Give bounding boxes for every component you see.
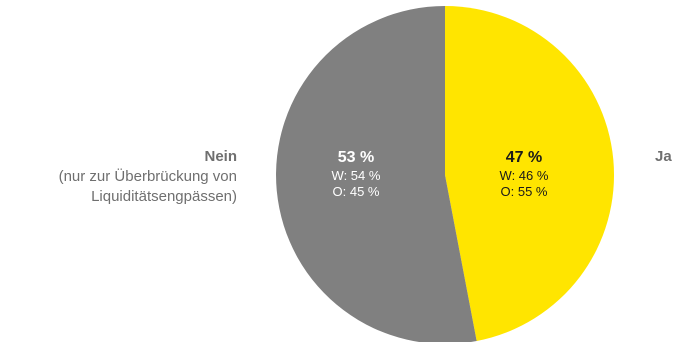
nein-title: Nein bbox=[204, 148, 237, 165]
legend-label-ja: Ja bbox=[655, 147, 672, 167]
ja-title: Ja bbox=[655, 148, 672, 165]
nein-detail-w: W: 54 % bbox=[331, 168, 381, 183]
slice-label-ja: 47 % W: 46 % O: 55 % bbox=[474, 148, 574, 200]
nein-subtitle-line1: (nur zur Überbrückung von bbox=[58, 168, 237, 185]
pie-slice-nein bbox=[276, 6, 477, 342]
nein-detail-o: O: 45 % bbox=[332, 184, 380, 199]
nein-subtitle-line2: Liquiditätsengpässen) bbox=[91, 188, 237, 205]
ja-detail-w: W: 46 % bbox=[499, 168, 549, 183]
slice-label-nein: 53 % W: 54 % O: 45 % bbox=[306, 148, 406, 200]
ja-detail-o: O: 55 % bbox=[500, 184, 548, 199]
ja-percent: 47 % bbox=[505, 149, 543, 166]
pie-slice-ja bbox=[445, 5, 615, 342]
legend-label-nein: Nein (nur zur Überbrückung von Liquiditä… bbox=[59, 147, 237, 207]
nein-percent: 53 % bbox=[337, 149, 375, 166]
